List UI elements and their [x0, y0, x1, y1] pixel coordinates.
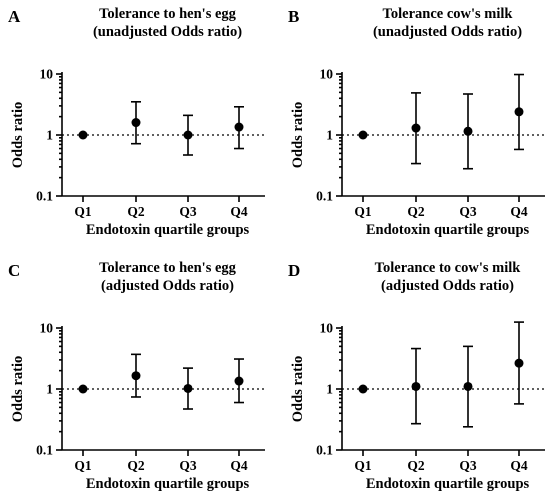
x-axis-label: Endotoxin quartile groups — [366, 222, 530, 238]
panel-d: D Tolerance to cow's milk (adjusted Odds r… — [288, 260, 545, 492]
chart-title-line: Tolerance to cow's milk — [375, 260, 522, 276]
x-axis-label: Endotoxin quartile groups — [86, 222, 250, 238]
panel-letter: C — [8, 261, 20, 280]
y-tick-label: 10 — [320, 67, 334, 82]
panel-b: B Tolerance cow's milk (unadjusted Odds ra… — [288, 6, 545, 238]
y-tick-label: 10 — [320, 321, 334, 336]
data-point — [463, 381, 473, 391]
data-point — [131, 118, 141, 128]
x-axis-label: Endotoxin quartile groups — [86, 476, 250, 492]
x-tick-label: Q3 — [459, 458, 477, 473]
chart-title-line: Tolerance cow's milk — [383, 6, 514, 22]
y-axis-label: Odds ratio — [290, 356, 306, 422]
x-tick-label: Q1 — [74, 204, 92, 219]
y-tick-label: 1 — [46, 128, 53, 143]
x-tick-label: Q2 — [127, 458, 145, 473]
chart-title-line: (adjusted Odds ratio) — [381, 278, 514, 294]
data-point — [358, 384, 368, 394]
data-point — [358, 130, 368, 140]
x-tick-label: Q4 — [510, 204, 528, 219]
chart-title-line: (unadjusted Odds ratio) — [93, 24, 242, 40]
x-tick-label: Q4 — [230, 458, 248, 473]
x-tick-label: Q3 — [459, 204, 477, 219]
data-point — [78, 130, 88, 140]
data-point — [411, 381, 421, 391]
x-tick-label: Q1 — [354, 204, 372, 219]
x-tick-label: Q2 — [407, 204, 425, 219]
y-tick-label: 0.1 — [36, 443, 53, 458]
y-tick-label: 0.1 — [36, 189, 53, 204]
panel-letter: D — [288, 261, 300, 280]
data-point — [463, 126, 473, 136]
y-tick-label: 0.1 — [316, 443, 333, 458]
data-point — [78, 384, 88, 394]
y-axis-label: Odds ratio — [290, 102, 306, 168]
panel-letter: A — [8, 7, 21, 26]
data-point — [514, 358, 524, 368]
panel-a: A Tolerance to hen's egg (unadjusted Odds … — [8, 6, 265, 238]
panel-c: C Tolerance to hen's egg (adjusted Odds ra… — [8, 260, 265, 492]
x-axis-label: Endotoxin quartile groups — [366, 476, 530, 492]
data-point — [514, 107, 524, 117]
y-tick-label: 10 — [40, 321, 54, 336]
y-axis-label: Odds ratio — [10, 102, 26, 168]
panel-letter: B — [288, 7, 299, 26]
data-point — [234, 122, 244, 132]
y-tick-label: 1 — [326, 382, 333, 397]
x-tick-label: Q3 — [179, 204, 197, 219]
x-tick-label: Q3 — [179, 458, 197, 473]
x-tick-label: Q1 — [354, 458, 372, 473]
y-tick-label: 1 — [46, 382, 53, 397]
x-tick-label: Q1 — [74, 458, 92, 473]
data-point — [183, 130, 193, 140]
y-axis-label: Odds ratio — [10, 356, 26, 422]
x-tick-label: Q2 — [407, 458, 425, 473]
y-tick-label: 10 — [40, 67, 54, 82]
data-point — [411, 123, 421, 133]
data-point — [183, 383, 193, 393]
x-tick-label: Q4 — [510, 458, 528, 473]
y-tick-label: 1 — [326, 128, 333, 143]
chart-title-line: Tolerance to hen's egg — [99, 6, 237, 22]
x-tick-label: Q2 — [127, 204, 145, 219]
data-point — [131, 371, 141, 381]
chart-title-line: Tolerance to hen's egg — [99, 260, 237, 276]
data-point — [234, 376, 244, 386]
x-tick-label: Q4 — [230, 204, 248, 219]
chart-title-line: (adjusted Odds ratio) — [101, 278, 234, 294]
chart-title-line: (unadjusted Odds ratio) — [373, 24, 522, 40]
y-tick-label: 0.1 — [316, 189, 333, 204]
